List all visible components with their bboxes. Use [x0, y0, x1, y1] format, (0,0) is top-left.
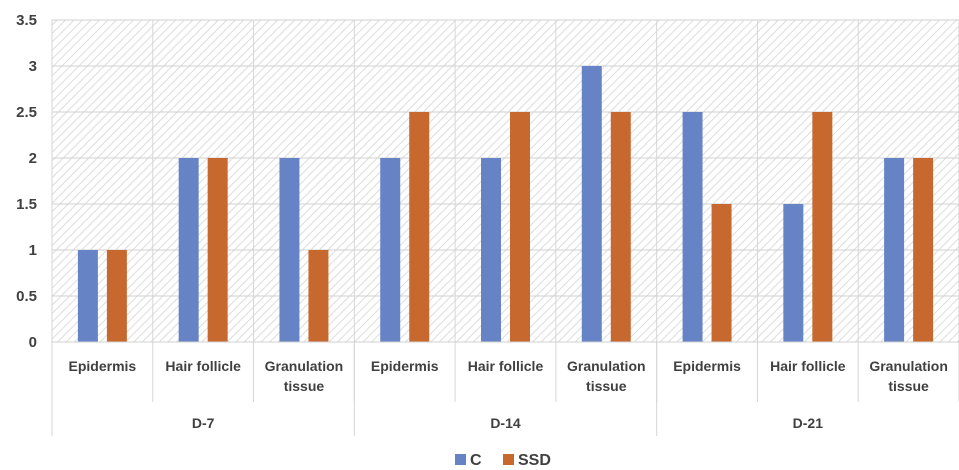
category-label: Hair follicle	[468, 358, 544, 374]
category-label: tissue	[888, 378, 929, 394]
group-label: D-14	[490, 415, 521, 431]
bar-c-2	[178, 158, 199, 342]
legend-label-c: C	[470, 452, 482, 469]
bar-c-9	[884, 158, 905, 342]
bar-c-6	[581, 66, 602, 342]
category-label: tissue	[586, 378, 627, 394]
category-label: Granulation	[869, 358, 948, 374]
bar-c-3	[279, 158, 300, 342]
y-tick-label: 0	[29, 334, 37, 351]
y-tick-label: 3.5	[16, 12, 37, 29]
legend-label-ssd: SSD	[518, 452, 551, 469]
y-tick-label: 2	[29, 150, 37, 167]
y-tick-label: 1	[29, 242, 37, 259]
category-label: Epidermis	[673, 358, 741, 374]
legend: C SSD	[455, 452, 551, 469]
category-label: tissue	[284, 378, 325, 394]
category-label: Hair follicle	[165, 358, 241, 374]
category-label: Epidermis	[69, 358, 137, 374]
y-tick-label: 1.5	[16, 196, 37, 213]
group-label: D-21	[793, 415, 824, 431]
category-label: Hair follicle	[770, 358, 846, 374]
bar-ssd-2	[207, 158, 228, 342]
y-tick-label: 3	[29, 58, 37, 75]
bars	[77, 66, 934, 342]
category-label: Granulation	[567, 358, 646, 374]
bar-c-7	[682, 112, 703, 342]
category-label: Granulation	[265, 358, 344, 374]
y-axis: 0 0.5 1 1.5 2 2.5 3 3.5	[16, 12, 37, 351]
bar-c-4	[380, 158, 401, 342]
y-tick-label: 2.5	[16, 104, 37, 121]
legend-swatch-c	[455, 454, 466, 465]
bar-ssd-1	[106, 250, 127, 342]
bar-c-8	[783, 204, 804, 342]
bar-ssd-9	[913, 158, 934, 342]
bar-ssd-7	[711, 204, 732, 342]
bar-c-1	[77, 250, 98, 342]
legend-swatch-ssd	[503, 454, 514, 465]
bar-ssd-4	[409, 112, 430, 342]
category-label: Epidermis	[371, 358, 439, 374]
x-axis: Epidermis Hair follicle Granulation tissue E…	[51, 341, 959, 436]
bar-c-5	[481, 158, 501, 342]
plot-area-background	[52, 20, 959, 342]
bar-ssd-5	[510, 112, 530, 342]
y-tick-label: 0.5	[16, 288, 37, 305]
bar-ssd-6	[610, 112, 631, 342]
group-label: D-7	[192, 415, 215, 431]
bar-ssd-3	[308, 250, 329, 342]
bar-ssd-8	[812, 112, 833, 342]
gridlines	[51, 19, 959, 402]
